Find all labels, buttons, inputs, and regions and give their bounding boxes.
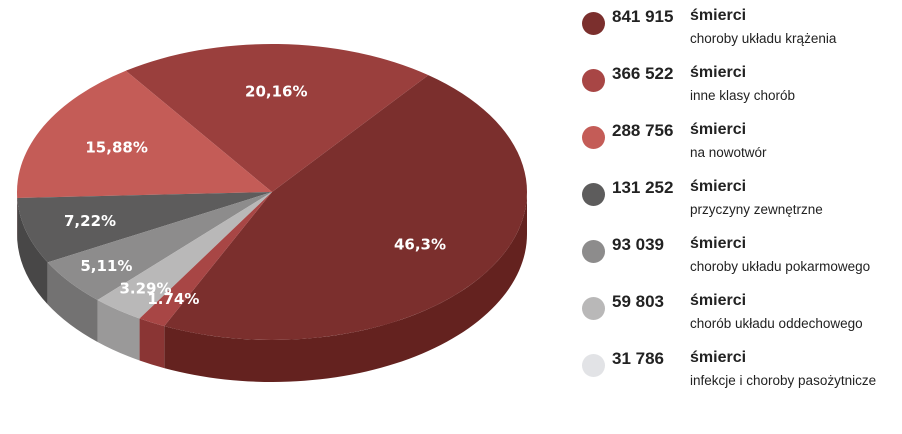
legend-value: 841 915	[612, 7, 674, 26]
legend-swatch	[582, 69, 605, 92]
pie-label-3: 7,22%	[64, 212, 116, 230]
legend-description: choroby układu pokarmowego	[690, 259, 871, 274]
pie-label-6: 1.74%	[147, 290, 199, 308]
pie-side-4	[47, 262, 98, 342]
legend-description: przyczyny zewnętrzne	[690, 202, 823, 217]
legend-item: 288 756 śmierci na nowotwór	[578, 118, 902, 168]
pie-label-5: 3.29%	[119, 280, 171, 298]
legend-item: 59 803 śmierci chorób układu oddechowego	[578, 289, 902, 339]
legend-word: śmierci	[690, 292, 747, 309]
legend-description: na nowotwór	[690, 145, 767, 160]
legend-item: 31 786 śmierci infekcje i choroby pasożytn…	[578, 346, 902, 396]
pie-label-2: 15,88%	[85, 138, 147, 156]
legend-description: chorób układu oddechowego	[690, 316, 863, 331]
pie-labels: 46,3% 20,16% 15,88% 7,22% 5,11% 3.29%1.74%	[64, 82, 446, 308]
pie-slice-0	[164, 75, 528, 341]
legend-word: śmierci	[690, 121, 747, 138]
pie-side-6	[139, 318, 165, 369]
legend-description: choroby układu krążenia	[690, 31, 837, 46]
legend-value: 93 039	[612, 235, 664, 254]
pie-label-4: 5,11%	[80, 257, 132, 275]
legend-word: śmierci	[690, 7, 747, 24]
legend-word: śmierci	[690, 64, 747, 81]
legend-swatch	[582, 126, 605, 149]
pie-slice-4	[47, 192, 272, 300]
legend-value: 288 756	[612, 121, 674, 140]
legend-value: 59 803	[612, 292, 664, 311]
legend-item: 93 039 śmierci choroby układu pokarmowego	[578, 232, 902, 282]
legend-swatch	[582, 354, 605, 377]
pie-side-0	[164, 192, 527, 383]
pie-slice-3	[17, 192, 273, 263]
legend-item: 131 252 śmierci przyczyny zewnętrzne	[578, 175, 902, 225]
legend-swatch	[582, 240, 605, 263]
pie-sides	[17, 192, 527, 383]
pie-side-3	[17, 197, 48, 305]
pie-side-5	[97, 299, 140, 361]
pie-slice-1	[125, 43, 429, 192]
pie-chart: 46,3% 20,16% 15,88% 7,22% 5,11% 3.29%1.74%	[17, 43, 528, 383]
legend-word: śmierci	[690, 349, 747, 366]
legend-description: inne klasy chorób	[690, 88, 796, 103]
legend-word: śmierci	[690, 178, 747, 195]
pie-slice-6	[139, 192, 272, 327]
legend-value: 366 522	[612, 64, 674, 83]
legend-swatch	[582, 12, 605, 35]
pie-label-0: 46,3%	[394, 235, 446, 253]
legend-value: 31 786	[612, 349, 664, 368]
legend-description: infekcje i choroby pasożytnicze	[690, 373, 877, 388]
legend-item: 366 522 śmierci inne klasy chorób	[578, 61, 902, 111]
pie-slice-5	[97, 192, 272, 319]
legend-swatch	[582, 297, 605, 320]
pie-slices	[17, 43, 528, 341]
legend-swatch	[582, 183, 605, 206]
legend-value: 131 252	[612, 178, 674, 197]
pie-label-1: 20,16%	[245, 82, 307, 100]
pie-slice-2	[17, 70, 273, 198]
legend-item: 841 915 śmierci choroby układu krążenia	[578, 4, 902, 54]
legend-word: śmierci	[690, 235, 747, 252]
